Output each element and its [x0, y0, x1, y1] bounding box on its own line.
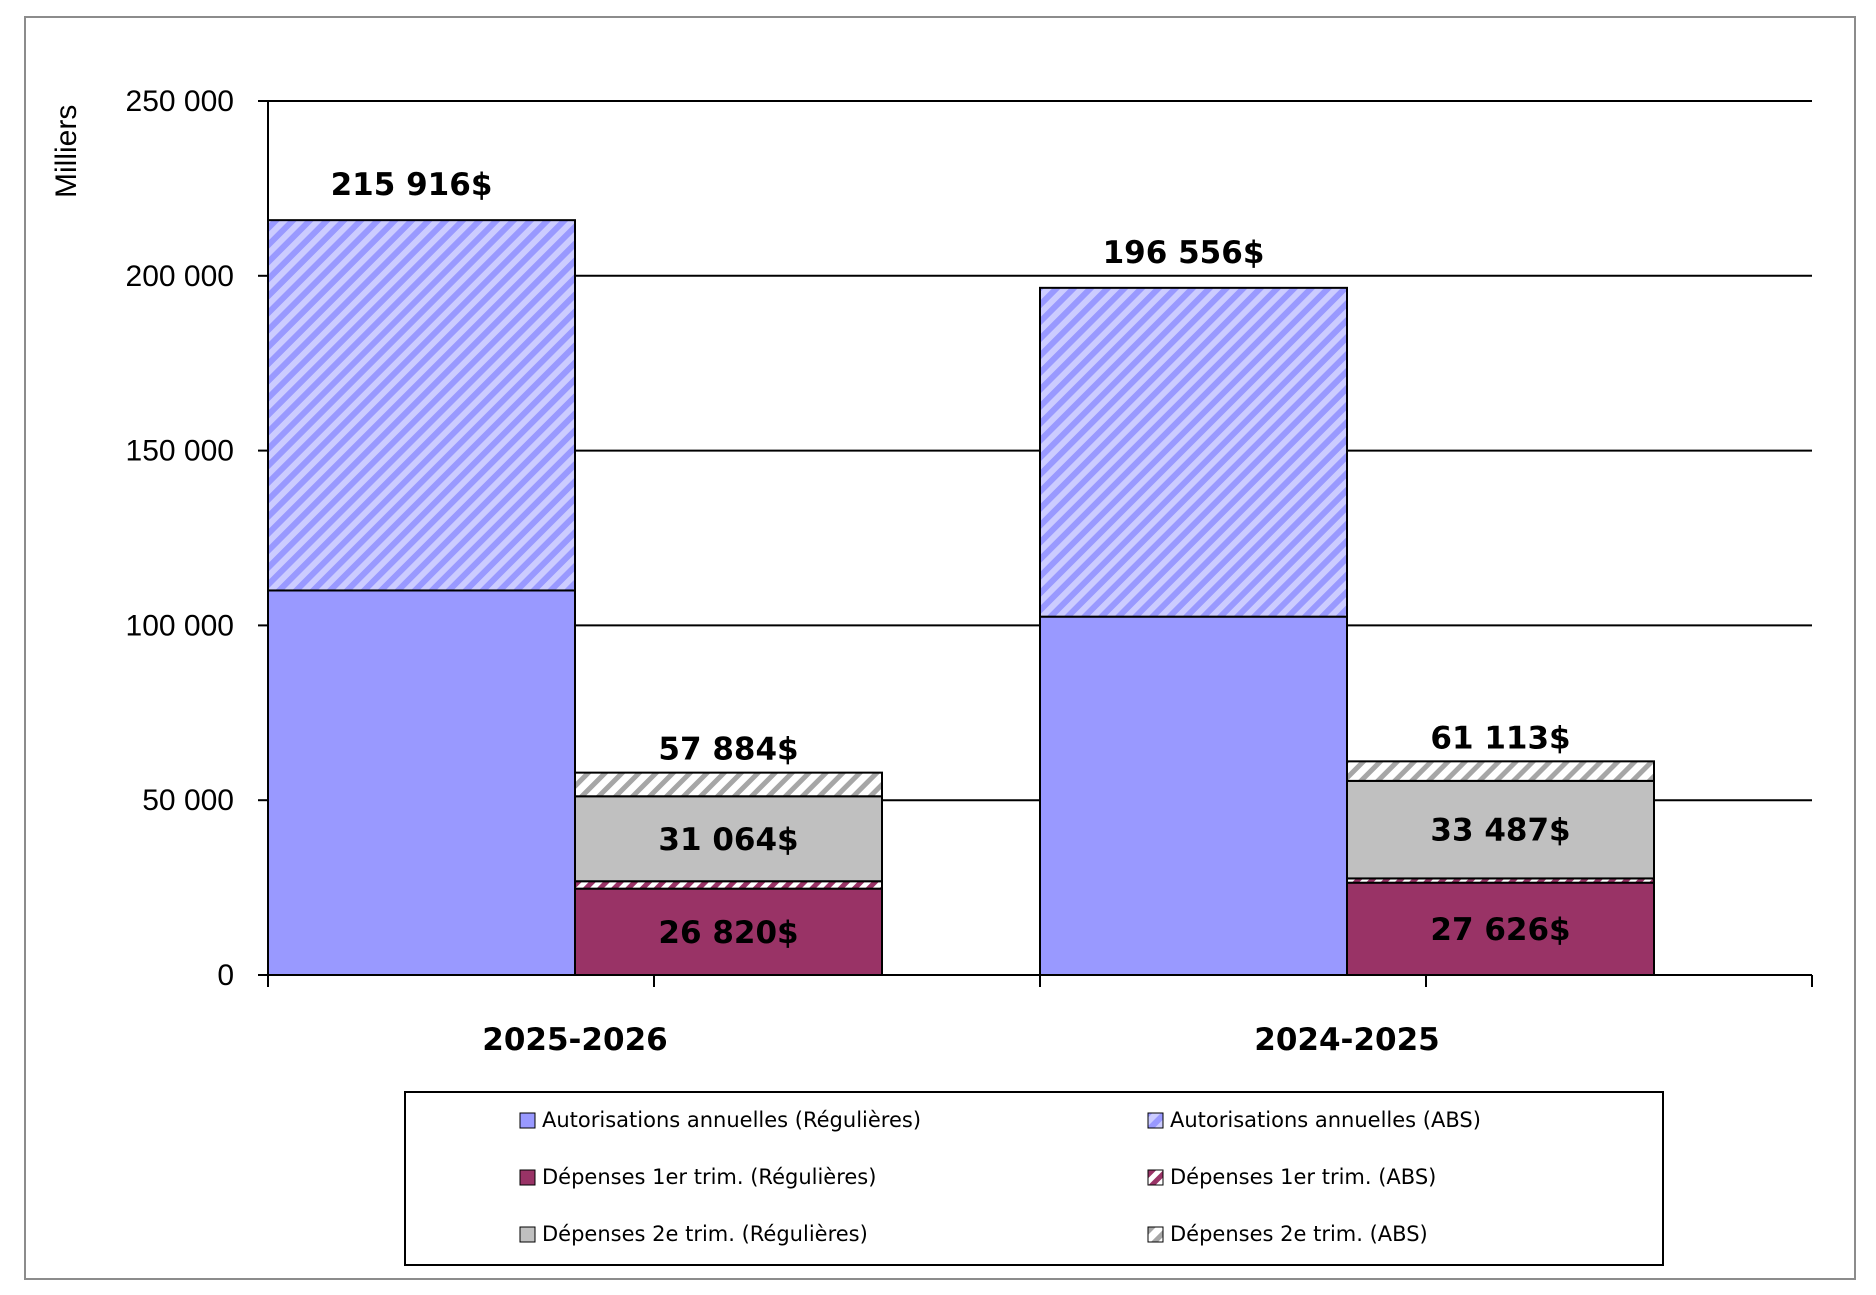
- y-tick-label: 200 000: [126, 260, 234, 293]
- y-tick-label: 250 000: [126, 85, 234, 118]
- y-tick-label: 150 000: [126, 435, 234, 468]
- data-label-expenditures-total: 61 113$: [1430, 720, 1570, 756]
- x-tick-labels: 2025-2026 2024-2025: [482, 1022, 1439, 1058]
- data-labels: 215 916$ 57 884$ 31 064$ 26 820$ 196 556$ 61 …: [331, 167, 1571, 951]
- legend-label: Dépenses 1er trim. (Régulières): [542, 1165, 876, 1189]
- legend-swatch: [519, 1169, 536, 1186]
- x-tick-label: 2024-2025: [1254, 1022, 1439, 1058]
- bar-d-penses-2e-trim-r-guli-res--2024-2025: [1346, 779, 1655, 880]
- bar-autorisations-annuelles-abs--2024-2025: [1039, 286, 1348, 618]
- data-label-q2: 33 487$: [1430, 813, 1570, 849]
- legend-box: [404, 1091, 1664, 1266]
- legend-label: Dépenses 1er trim. (ABS): [1170, 1165, 1436, 1189]
- bars: [267, 219, 1655, 977]
- bar-autorisations-annuelles-abs--2025-2026: [267, 219, 576, 592]
- legend-label: Dépenses 2e trim. (ABS): [1170, 1222, 1428, 1246]
- data-label-q1: 27 626$: [1430, 912, 1570, 948]
- bar-autorisations-annuelles-r-guli-res--2025-2026: [267, 589, 576, 976]
- data-label-expenditures-total: 57 884$: [658, 732, 798, 768]
- data-label-q2: 31 064$: [658, 822, 798, 858]
- data-label-q1: 26 820$: [658, 915, 798, 951]
- y-tick-label: 100 000: [126, 609, 234, 642]
- y-tick-label: 0: [217, 959, 234, 992]
- legend-swatch: [519, 1226, 536, 1243]
- y-axis-label: Milliers: [50, 105, 83, 198]
- legend-label: Autorisations annuelles (ABS): [1170, 1108, 1481, 1132]
- legend-swatch: [519, 1112, 536, 1129]
- bar-d-penses-2e-trim-abs--2024-2025: [1346, 760, 1655, 782]
- legend-swatch: [1147, 1169, 1164, 1186]
- legend-swatch: [1147, 1226, 1164, 1243]
- legend-label: Dépenses 2e trim. (Régulières): [542, 1222, 868, 1246]
- y-tick-labels: 0 50 000 100 000 150 000 200 000 250 000: [126, 85, 234, 992]
- bar-d-penses-2e-trim-abs--2025-2026: [574, 771, 883, 798]
- legend-label: Autorisations annuelles (Régulières): [542, 1108, 921, 1132]
- x-tick-label: 2025-2026: [482, 1022, 667, 1058]
- legend: Autorisations annuelles (Régulières) Auto…: [404, 1091, 1664, 1266]
- bar-autorisations-annuelles-r-guli-res--2024-2025: [1039, 615, 1348, 976]
- bar-d-penses-1er-trim-abs--2025-2026: [574, 880, 883, 890]
- legend-swatch: [1147, 1112, 1164, 1129]
- y-tick-label: 50 000: [142, 784, 234, 817]
- data-label-authorities-total: 215 916$: [331, 167, 493, 203]
- data-label-authorities-total: 196 556$: [1103, 235, 1265, 271]
- axes: [258, 100, 1813, 987]
